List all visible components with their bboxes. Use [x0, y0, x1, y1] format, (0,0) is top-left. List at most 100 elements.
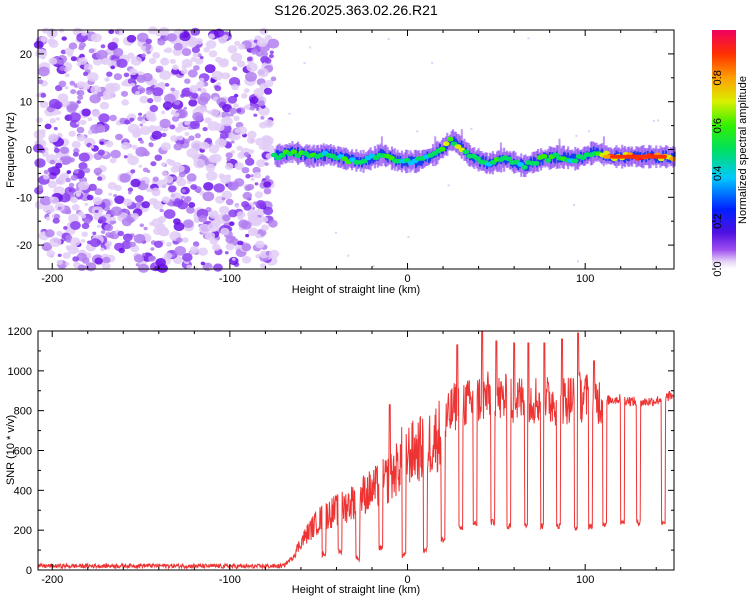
- noise-blob: [188, 202, 196, 208]
- noise-blob: [241, 201, 250, 208]
- ridge-core: [571, 153, 574, 161]
- noise-blob: [94, 188, 103, 196]
- ridge-hotspot: [360, 158, 368, 164]
- noise-blob: [204, 231, 216, 241]
- noise-blob: [130, 56, 142, 66]
- noise-blob: [199, 77, 205, 82]
- noise-blob: [138, 164, 143, 168]
- noise-blob: [192, 52, 199, 58]
- noise-blob: [255, 233, 262, 239]
- noise-speck: [407, 236, 410, 239]
- noise-blob: [210, 108, 220, 117]
- noise-blob: [168, 159, 176, 166]
- noise-blob: [59, 28, 65, 33]
- noise-blob: [149, 78, 158, 85]
- ridge-core: [400, 160, 403, 168]
- noise-blob: [154, 240, 163, 248]
- noise-blob: [169, 124, 176, 130]
- y-tick-label: 600: [14, 446, 32, 458]
- ridge-hotspot: [462, 149, 470, 155]
- colorbar-ticks: 0.0 0.2 0.4 0.6 0.8: [712, 70, 724, 277]
- ridge-core: [450, 138, 453, 145]
- noise-blob: [194, 122, 199, 126]
- noise-blob: [55, 117, 60, 121]
- noise-blob: [202, 127, 208, 132]
- noise-blob: [233, 115, 240, 122]
- noise-blob: [100, 230, 106, 234]
- noise-blob: [68, 188, 73, 193]
- noise-blob: [123, 198, 133, 207]
- colorbar: 0.0 0.2 0.4 0.6 0.8 Normalized spectral ampl…: [712, 30, 749, 277]
- ridge-core: [444, 144, 447, 152]
- noise-blob: [60, 146, 70, 154]
- noise-blob: [218, 58, 229, 68]
- noise-blob: [159, 208, 164, 213]
- ridge-core: [552, 155, 555, 163]
- noise-blob: [106, 246, 111, 250]
- noise-blob: [135, 263, 140, 267]
- ridge-core: [345, 152, 348, 160]
- noise-blob: [255, 137, 265, 146]
- noise-blob: [230, 150, 236, 154]
- ridge-core: [554, 156, 557, 164]
- noise-blob: [59, 65, 66, 71]
- noise-blob: [263, 87, 273, 95]
- noise-blob: [112, 220, 117, 224]
- noise-blob: [141, 119, 146, 124]
- noise-blob: [222, 214, 231, 222]
- ridge-core: [382, 149, 385, 157]
- noise-blob: [261, 224, 269, 231]
- ridge-hotspot: [669, 156, 677, 162]
- ridge-core: [427, 156, 430, 164]
- noise-blob: [159, 70, 172, 80]
- noise-blob: [232, 66, 238, 71]
- noise-blob: [63, 157, 69, 162]
- noise-blob: [39, 195, 52, 206]
- ridge-core: [655, 155, 658, 163]
- noise-blob: [116, 58, 128, 68]
- noise-blob: [70, 174, 78, 181]
- ridge-core: [285, 152, 288, 160]
- noise-blob: [268, 219, 278, 228]
- x-tick-label: -100: [219, 574, 241, 586]
- noise-blob: [49, 237, 62, 248]
- noise-blob: [163, 175, 174, 184]
- noise-blob: [79, 42, 86, 48]
- noise-blob: [108, 192, 113, 196]
- noise-blob: [262, 178, 267, 182]
- noise-blob: [162, 101, 173, 110]
- noise-blob: [106, 213, 111, 218]
- noise-blob: [135, 146, 148, 157]
- noise-blob: [91, 110, 101, 118]
- spectrogram-y-axis-title: Frequency (Hz): [5, 112, 17, 188]
- noise-blob: [44, 229, 55, 238]
- noise-blob: [240, 220, 252, 230]
- y-tick-label: 1000: [8, 366, 32, 378]
- noise-blob: [212, 243, 221, 251]
- colorbar-gradient: [712, 30, 736, 269]
- noise-blob: [202, 106, 208, 111]
- noise-blob: [182, 253, 193, 262]
- noise-blob: [73, 169, 80, 174]
- noise-blob: [163, 209, 176, 219]
- noise-blob: [229, 107, 238, 115]
- noise-blob: [148, 143, 154, 148]
- noise-blob: [122, 233, 133, 242]
- noise-speck: [387, 38, 390, 40]
- x-tick-label: -200: [41, 574, 63, 586]
- noise-blob: [174, 112, 180, 118]
- noise-blob: [191, 93, 199, 99]
- noise-blob: [146, 114, 155, 122]
- ridge-core: [473, 156, 476, 164]
- noise-blob: [242, 255, 252, 264]
- noise-blob: [155, 30, 163, 37]
- noise-blob: [58, 59, 65, 65]
- ridge-hotspot: [446, 136, 454, 142]
- ridge-core: [451, 138, 454, 145]
- noise-blob: [100, 44, 106, 49]
- noise-blob: [190, 140, 203, 151]
- noise-blob: [184, 131, 190, 137]
- noise-blob: [246, 62, 258, 72]
- x-tick-label: -200: [41, 273, 63, 285]
